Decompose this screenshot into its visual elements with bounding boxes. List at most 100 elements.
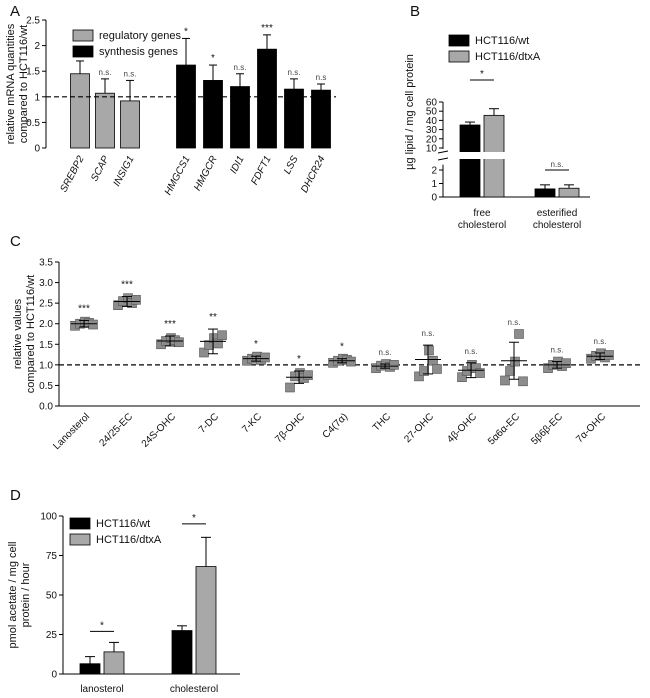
panel-c-category-label: C4(7α) bbox=[321, 411, 351, 441]
panel-b-bar bbox=[459, 124, 481, 198]
panel-a-legend-swatch bbox=[72, 45, 94, 58]
panel-c-point bbox=[346, 356, 356, 367]
panel-c-category-label: 27-OHC bbox=[402, 411, 436, 445]
panel-b-significance: n.s. bbox=[551, 160, 564, 169]
panel-label-c: C bbox=[10, 233, 21, 250]
panel-b-bar bbox=[558, 187, 580, 198]
panel-b-ytick-label: 2 bbox=[431, 166, 437, 177]
panel-c-significance: *** bbox=[78, 303, 90, 314]
panel-d-yaxis-tick-label: 100 bbox=[40, 512, 57, 523]
panel-a-category-label: SREBP2 bbox=[58, 154, 86, 194]
panel-c-category-label: 24/25-EC bbox=[97, 411, 135, 449]
panel-c-point bbox=[303, 370, 313, 380]
panel-b-category-label: esterified bbox=[537, 208, 578, 219]
panel-a-bar bbox=[176, 64, 196, 149]
panel-c-category-label: THC bbox=[371, 411, 393, 433]
panel-c-category-label: 24S-OHC bbox=[140, 411, 178, 449]
panel-c-yaxis-tick-label: 3.5 bbox=[39, 258, 53, 269]
panel-c-significance: n.s. bbox=[551, 346, 564, 355]
panel-d-bar bbox=[171, 630, 193, 675]
panel-c-point bbox=[174, 337, 184, 348]
panel-a-category-label: IDI1 bbox=[228, 154, 246, 175]
panel-c-point bbox=[199, 347, 209, 358]
panel-c-point bbox=[428, 355, 438, 366]
panel-a-ylabel-2: compared to HCT116/wt bbox=[18, 25, 30, 143]
panel-d-yaxis-tick-label: 75 bbox=[46, 551, 58, 562]
panel-c-significance: *** bbox=[121, 280, 133, 291]
panel-c-significance: n.s. bbox=[465, 347, 478, 356]
panel-b-break-mark bbox=[437, 150, 449, 154]
panel-a-yaxis-tick-label: 2 bbox=[34, 41, 40, 52]
panel-a-category-label: DHCR24 bbox=[299, 154, 328, 195]
panel-label-b: B bbox=[410, 3, 420, 20]
panel-c-yaxis-tick-label: 3.0 bbox=[39, 278, 53, 289]
panel-c-significance: n.s. bbox=[594, 337, 607, 346]
panel-a-bar bbox=[203, 80, 223, 149]
panel-c-category-label: 7β-OHC bbox=[273, 411, 307, 445]
panel-a-bar bbox=[70, 73, 90, 149]
panel-a-significance: n.s. bbox=[288, 68, 301, 77]
panel-d-legend-swatch bbox=[69, 517, 91, 530]
panel-d-legend-label: HCT116/dtxA bbox=[96, 534, 162, 546]
panel-c-category-label: 7α-OHC bbox=[574, 411, 608, 445]
panel-c-significance: * bbox=[254, 339, 258, 350]
panel-c-category-label: 7-KC bbox=[240, 411, 264, 435]
panel-c-point bbox=[604, 350, 614, 360]
panel-a-bar bbox=[284, 88, 304, 149]
panel-c-point bbox=[505, 366, 515, 376]
panel-b-axis-break bbox=[437, 152, 587, 159]
panel-c-point bbox=[217, 330, 227, 341]
panel-c-point bbox=[213, 338, 223, 349]
panel-c-point bbox=[389, 360, 399, 370]
panel-a-significance: n.s bbox=[316, 73, 327, 82]
panel-c-significance: *** bbox=[164, 319, 176, 330]
panel-c-category-label: 7-DC bbox=[197, 411, 221, 435]
panel-a-bar bbox=[95, 92, 115, 149]
panel-a-bar bbox=[257, 48, 277, 149]
panel-c-yaxis-tick-label: 1.0 bbox=[39, 360, 53, 371]
panel-c-category-label: 5β6β-EC bbox=[529, 411, 565, 447]
panel-a-significance: n.s. bbox=[99, 68, 112, 77]
panel-b-ytick-label: 1 bbox=[431, 179, 437, 190]
panel-a-significance: n.s. bbox=[234, 63, 247, 72]
panel-b-significance: * bbox=[480, 69, 484, 80]
panel-b-ytick-label: 60 bbox=[426, 98, 438, 109]
panel-c-category-label: 5α6α-EC bbox=[486, 411, 522, 447]
panel-a-yaxis-tick-label: 0.5 bbox=[26, 118, 40, 129]
panel-b-ylabel: µg lipid / mg cell protein bbox=[404, 54, 416, 170]
panel-c-point bbox=[475, 368, 485, 378]
panel-c-significance: n.s. bbox=[379, 348, 392, 357]
panel-a-significance: * bbox=[184, 26, 188, 37]
panel-a-category-label: LSS bbox=[282, 154, 301, 176]
panel-c-significance: * bbox=[297, 354, 301, 365]
panel-c-point bbox=[260, 352, 270, 363]
panel-a-bar bbox=[311, 89, 331, 149]
panel-d-category-label: lanosterol bbox=[80, 684, 123, 695]
panel-c-yaxis-tick-label: 2.0 bbox=[39, 319, 53, 330]
panel-a-yaxis-tick-label: 1 bbox=[34, 92, 40, 103]
panel-c-ylabel-1: relative values bbox=[12, 298, 24, 369]
panel-a-ylabel-1: relative mRNA quantities bbox=[5, 23, 17, 144]
panel-b-legend-label: HCT116/wt bbox=[475, 35, 529, 47]
panel-a-legend-label: synthesis genes bbox=[99, 46, 178, 58]
panel-label-a: A bbox=[10, 3, 20, 20]
panel-b-legend-swatch bbox=[448, 34, 470, 47]
panel-b-ytick-label: 40 bbox=[426, 116, 438, 127]
panel-d-category-label: cholesterol bbox=[170, 684, 218, 695]
panel-d-yaxis-tick-label: 50 bbox=[46, 591, 58, 602]
panel-c-yaxis-tick-label: 0.5 bbox=[39, 381, 53, 392]
panel-c-significance: * bbox=[340, 342, 344, 353]
panel-a-category-label: SCAP bbox=[89, 154, 112, 183]
panel-b-ytick-label: 20 bbox=[426, 134, 438, 145]
panel-b-legend-swatch bbox=[448, 50, 470, 63]
panel-a-yaxis-tick-label: 1.5 bbox=[26, 67, 40, 78]
panel-c-yaxis-tick-label: 1.5 bbox=[39, 340, 53, 351]
panel-c-category-label: 4β-OHC bbox=[445, 411, 479, 445]
panel-b-break-mark bbox=[437, 157, 449, 161]
panel-a-legend-swatch bbox=[72, 29, 94, 42]
panel-c-significance: ** bbox=[209, 312, 217, 323]
panel-a-significance: n.s. bbox=[124, 69, 137, 78]
panel-d-yaxis-tick-label: 25 bbox=[46, 630, 58, 641]
panel-c-point bbox=[561, 358, 571, 369]
